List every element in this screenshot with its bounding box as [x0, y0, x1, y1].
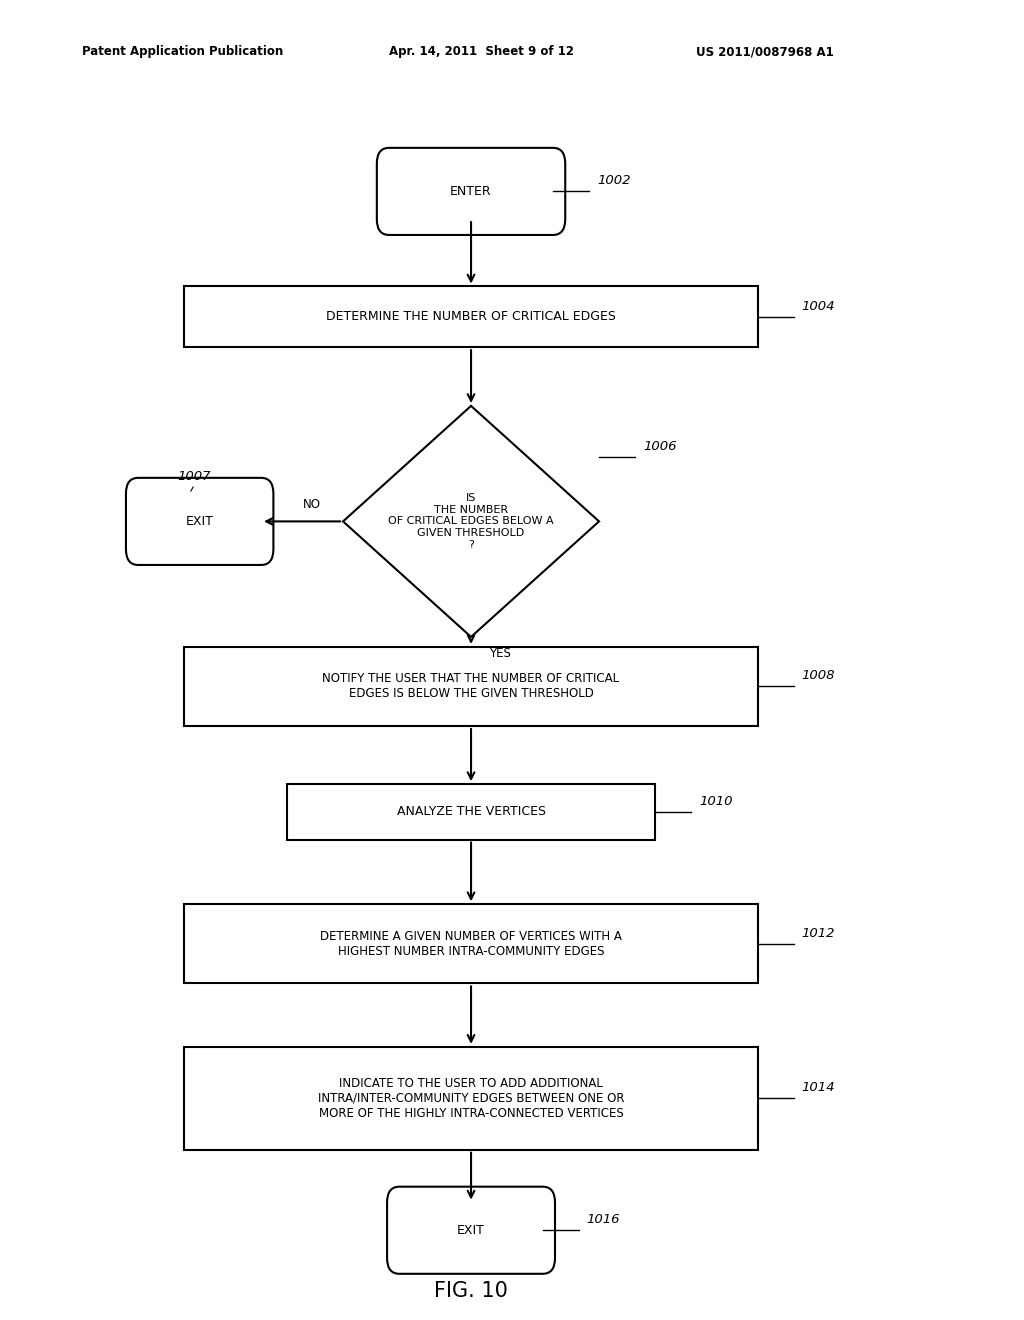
FancyBboxPatch shape [387, 1187, 555, 1274]
Text: ENTER: ENTER [451, 185, 492, 198]
Text: 1014: 1014 [802, 1081, 836, 1094]
Text: DETERMINE THE NUMBER OF CRITICAL EDGES: DETERMINE THE NUMBER OF CRITICAL EDGES [326, 310, 616, 323]
Text: 1012: 1012 [802, 927, 836, 940]
Text: 1008: 1008 [802, 669, 836, 682]
Text: 1006: 1006 [643, 440, 677, 453]
Text: 1016: 1016 [587, 1213, 621, 1226]
Text: DETERMINE A GIVEN NUMBER OF VERTICES WITH A
HIGHEST NUMBER INTRA-COMMUNITY EDGES: DETERMINE A GIVEN NUMBER OF VERTICES WIT… [321, 929, 622, 958]
Text: Apr. 14, 2011  Sheet 9 of 12: Apr. 14, 2011 Sheet 9 of 12 [389, 45, 574, 58]
Text: FIG. 10: FIG. 10 [434, 1280, 508, 1302]
Bar [184, 904, 758, 983]
Bar [184, 647, 758, 726]
Text: 1004: 1004 [802, 300, 836, 313]
Text: INDICATE TO THE USER TO ADD ADDITIONAL
INTRA/INTER-COMMUNITY EDGES BETWEEN ONE O: INDICATE TO THE USER TO ADD ADDITIONAL I… [317, 1077, 625, 1119]
Text: 1002: 1002 [597, 174, 631, 187]
Text: EXIT: EXIT [185, 515, 214, 528]
Text: NOTIFY THE USER THAT THE NUMBER OF CRITICAL
EDGES IS BELOW THE GIVEN THRESHOLD: NOTIFY THE USER THAT THE NUMBER OF CRITI… [323, 672, 620, 701]
Text: 1007: 1007 [178, 470, 211, 483]
Text: YES: YES [489, 648, 511, 660]
Text: NO: NO [303, 498, 322, 511]
Text: 1010: 1010 [699, 795, 733, 808]
Bar [184, 1047, 758, 1150]
Text: EXIT: EXIT [457, 1224, 485, 1237]
Text: Patent Application Publication: Patent Application Publication [82, 45, 284, 58]
Bar [287, 784, 655, 840]
Text: US 2011/0087968 A1: US 2011/0087968 A1 [696, 45, 835, 58]
Text: IS
THE NUMBER
OF CRITICAL EDGES BELOW A
GIVEN THRESHOLD
?: IS THE NUMBER OF CRITICAL EDGES BELOW A … [388, 494, 554, 549]
Bar [184, 286, 758, 347]
Text: ANALYZE THE VERTICES: ANALYZE THE VERTICES [396, 805, 546, 818]
Polygon shape [343, 407, 599, 638]
FancyBboxPatch shape [126, 478, 273, 565]
FancyBboxPatch shape [377, 148, 565, 235]
